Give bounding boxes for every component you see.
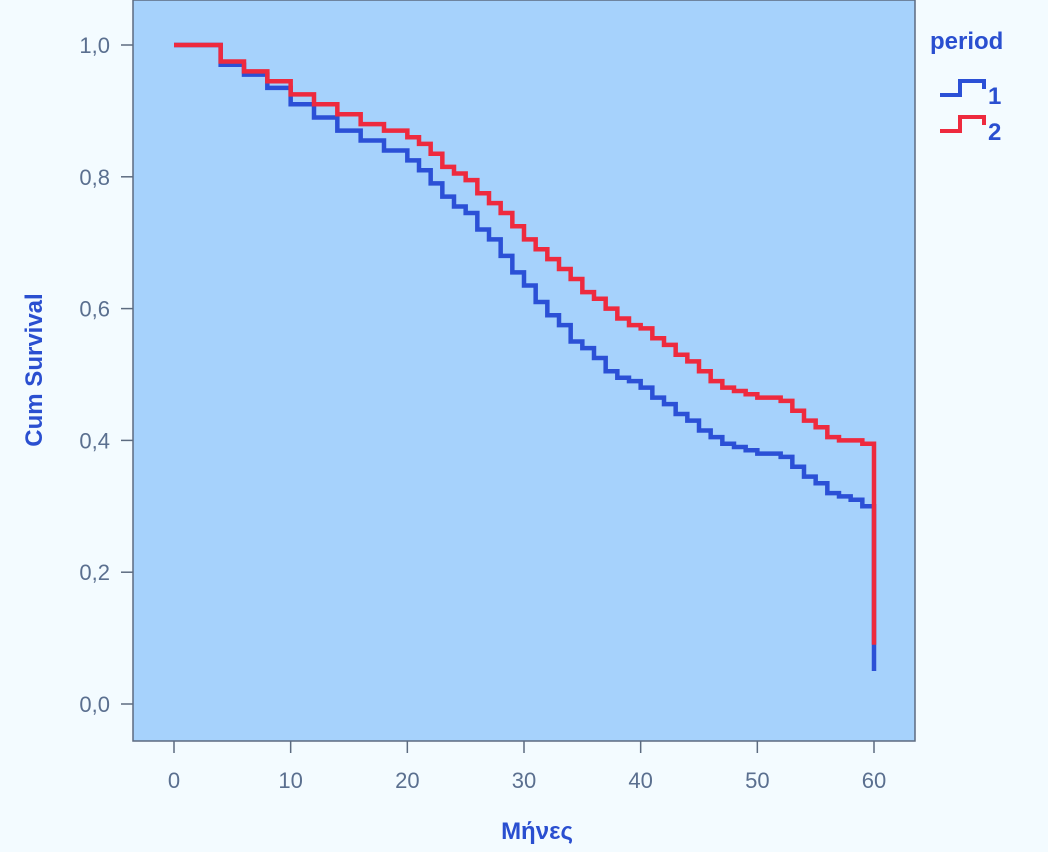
series-2-line [174, 42, 877, 645]
x-tick-label: 40 [628, 768, 652, 793]
legend: period 12 [930, 28, 1003, 146]
x-tick-label: 0 [168, 768, 180, 793]
x-axis-title: Μήνες [501, 818, 573, 845]
y-tick-label: 0,0 [79, 692, 110, 717]
y-tick-label: 0,2 [79, 560, 110, 585]
y-tick-label: 0,6 [79, 297, 110, 322]
legend-swatch-1 [940, 79, 986, 97]
series-1-line [174, 42, 877, 672]
legend-title: period [930, 28, 1003, 55]
x-tick-label: 20 [395, 768, 419, 793]
x-tick-label: 10 [278, 768, 302, 793]
legend-items: 12 [940, 79, 1001, 146]
legend-label-2: 2 [988, 119, 1001, 146]
x-tick-label: 50 [745, 768, 769, 793]
y-axis: 0,0 0,2 0,4 0,6 0,8 1,0 [79, 33, 133, 717]
series-layer [174, 42, 877, 672]
y-tick-label: 0,4 [79, 428, 110, 453]
y-tick-label: 0,8 [79, 165, 110, 190]
x-tick-label: 30 [512, 768, 536, 793]
x-axis: 0 10 20 30 40 50 60 [168, 741, 886, 793]
plot-area [132, 0, 916, 742]
legend-label-1: 1 [988, 83, 1001, 110]
y-tick-label: 1,0 [79, 33, 110, 58]
x-tick-label: 60 [862, 768, 886, 793]
y-axis-title: Cum Survival [21, 293, 48, 446]
legend-swatch-2 [940, 115, 986, 133]
